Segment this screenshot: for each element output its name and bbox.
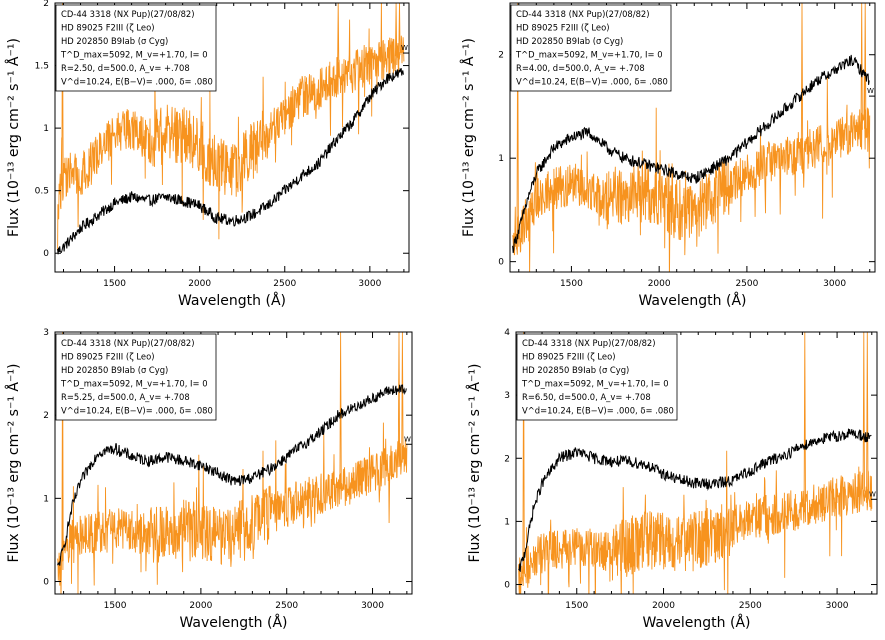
black-series-line: [57, 384, 407, 566]
chart-panel-1: 1500 2000 2500 3000 0 0.5 1 1.5 2 Wavelength (Å) F…: [5, 0, 410, 309]
y-tick-label: 1.5: [35, 62, 49, 72]
x-axis-label: Wavelength (Å): [638, 292, 746, 309]
y-tick-label: 1: [43, 124, 49, 134]
orange-series-line: [57, 3, 405, 251]
x-tick-label: 2500: [275, 601, 298, 611]
legend-line: R=5.25, d=500.0, A_v= +.708: [61, 392, 190, 402]
legend-line: HD 89025 F2III (ζ Leo): [522, 352, 615, 362]
y-tick-label: 1: [504, 517, 510, 527]
x-tick-label: 2500: [739, 601, 762, 611]
x-tick-label: 3000: [823, 279, 846, 289]
legend-box: [55, 333, 217, 421]
legend-line: CD-44 3318 (NX Pup)(27/08/82): [61, 338, 195, 348]
orange-series-line: [57, 332, 408, 594]
legend-line: HD 202850 B9Iab (σ Cyg): [516, 36, 623, 46]
y-tick-label: 2: [504, 454, 510, 464]
legend-box: [516, 333, 678, 421]
y-axis-label: Flux (10⁻¹³ erg cm⁻² s⁻¹ Å⁻¹): [5, 38, 22, 237]
legend-line: T^D_max=5092, M_v=+1.70, I= 0: [521, 379, 669, 389]
plot-frame: [515, 331, 878, 595]
orange-series-line: [518, 332, 873, 594]
w-marker-label: W: [867, 87, 874, 95]
legend-line: CD-44 3318 (NX Pup)(27/08/82): [61, 9, 195, 19]
legend-box: [510, 4, 672, 92]
legend-line: HD 89025 F2III (ζ Leo): [61, 352, 154, 362]
y-tick-label: 0: [498, 258, 504, 268]
w-marker-label: W: [404, 435, 411, 443]
x-tick-label: 1500: [560, 279, 583, 289]
x-tick-label: 2000: [652, 601, 675, 611]
orange-series-line: [512, 3, 871, 272]
y-tick-label: 2: [43, 411, 49, 421]
legend-line: V^d=10.24, E(B−V)= .000, δ= .080: [61, 77, 213, 87]
plot-frame: [509, 2, 876, 273]
y-tick-label: 0: [43, 249, 49, 259]
legend-line: HD 202850 B9Iab (σ Cyg): [522, 365, 629, 375]
legend-line: CD-44 3318 (NX Pup)(27/08/82): [516, 9, 650, 19]
legend-line: T^D_max=5092, M_v=+1.70, I= 0: [60, 50, 208, 60]
x-tick-label: 2000: [188, 279, 211, 289]
x-tick-label: 2500: [735, 279, 758, 289]
x-axis-label: Wavelength (Å): [178, 292, 286, 309]
legend-line: CD-44 3318 (NX Pup)(27/08/82): [522, 338, 656, 348]
x-tick-label: 2000: [189, 601, 212, 611]
legend-line: T^D_max=5092, M_v=+1.70, I= 0: [60, 379, 208, 389]
legend-line: V^d=10.24, E(B−V)= .000, δ= .080: [522, 406, 674, 416]
y-axis-label: Flux (10⁻¹³ erg cm⁻² s⁻¹ Å⁻¹): [5, 364, 22, 563]
y-axis-label: Flux (10⁻¹³ erg cm⁻² s⁻¹ Å⁻¹): [466, 364, 483, 563]
legend-line: V^d=10.24, E(B−V)= .000, δ= .080: [516, 77, 668, 87]
x-tick-label: 3000: [358, 279, 381, 289]
x-tick-label: 1500: [104, 601, 127, 611]
black-series-line: [518, 428, 872, 572]
plot-frame: [54, 2, 410, 273]
w-marker-label: W: [869, 490, 876, 498]
legend-line: HD 202850 B9Iab (σ Cyg): [61, 365, 168, 375]
x-tick-label: 3000: [361, 601, 384, 611]
legend-line: R=4.00, d=500.0, A_v= +.708: [516, 63, 645, 73]
y-tick-label: 0: [504, 581, 510, 591]
plot-frame: [54, 331, 413, 595]
y-tick-label: 1: [498, 154, 504, 164]
legend-box: [55, 4, 217, 92]
legend-line: R=6.50, d=500.0, A_v= +.708: [522, 392, 651, 402]
x-tick-label: 2000: [648, 279, 671, 289]
y-tick-label: 0: [43, 578, 49, 588]
chart-panel-2: 1500 2000 2500 3000 0 1 2 Wavelength (Å) Flux (1…: [460, 2, 876, 309]
black-series-line: [512, 54, 870, 253]
w-marker-label: W: [401, 44, 408, 52]
x-tick-label: 1500: [565, 601, 588, 611]
x-tick-label: 2500: [273, 279, 296, 289]
legend-line: V^d=10.24, E(B−V)= .000, δ= .080: [61, 406, 213, 416]
y-tick-label: 1: [43, 494, 49, 504]
legend-line: HD 89025 F2III (ζ Leo): [61, 23, 154, 33]
legend-line: R=2.50, d=500.0, A_v= +.708: [61, 63, 190, 73]
x-tick-label: 3000: [826, 601, 849, 611]
y-tick-label: 2: [43, 0, 49, 9]
legend-line: HD 89025 F2III (ζ Leo): [516, 23, 609, 33]
x-axis-label: Wavelength (Å): [179, 614, 287, 631]
black-series-line: [57, 67, 404, 255]
y-tick-label: 3: [504, 391, 510, 401]
legend-line: HD 202850 B9Iab (σ Cyg): [61, 36, 168, 46]
y-tick-label: 3: [43, 328, 49, 338]
x-tick-label: 1500: [103, 279, 126, 289]
chart-panel-4: 1500 2000 2500 3000 0 1 2 3 4 Wavelength (Å) Flux …: [466, 328, 878, 631]
chart-panel-3: 1500 2000 2500 3000 0 1 2 3 Wavelength (Å) Flux (…: [5, 328, 413, 631]
y-tick-label: 2: [498, 51, 504, 61]
y-tick-label: 4: [504, 328, 510, 338]
y-axis-label: Flux (10⁻¹³ erg cm⁻² s⁻¹ Å⁻¹): [460, 38, 477, 237]
y-tick-label: 0.5: [35, 187, 49, 197]
legend-line: T^D_max=5092, M_v=+1.70, I= 0: [515, 50, 663, 60]
x-axis-label: Wavelength (Å): [642, 614, 750, 631]
